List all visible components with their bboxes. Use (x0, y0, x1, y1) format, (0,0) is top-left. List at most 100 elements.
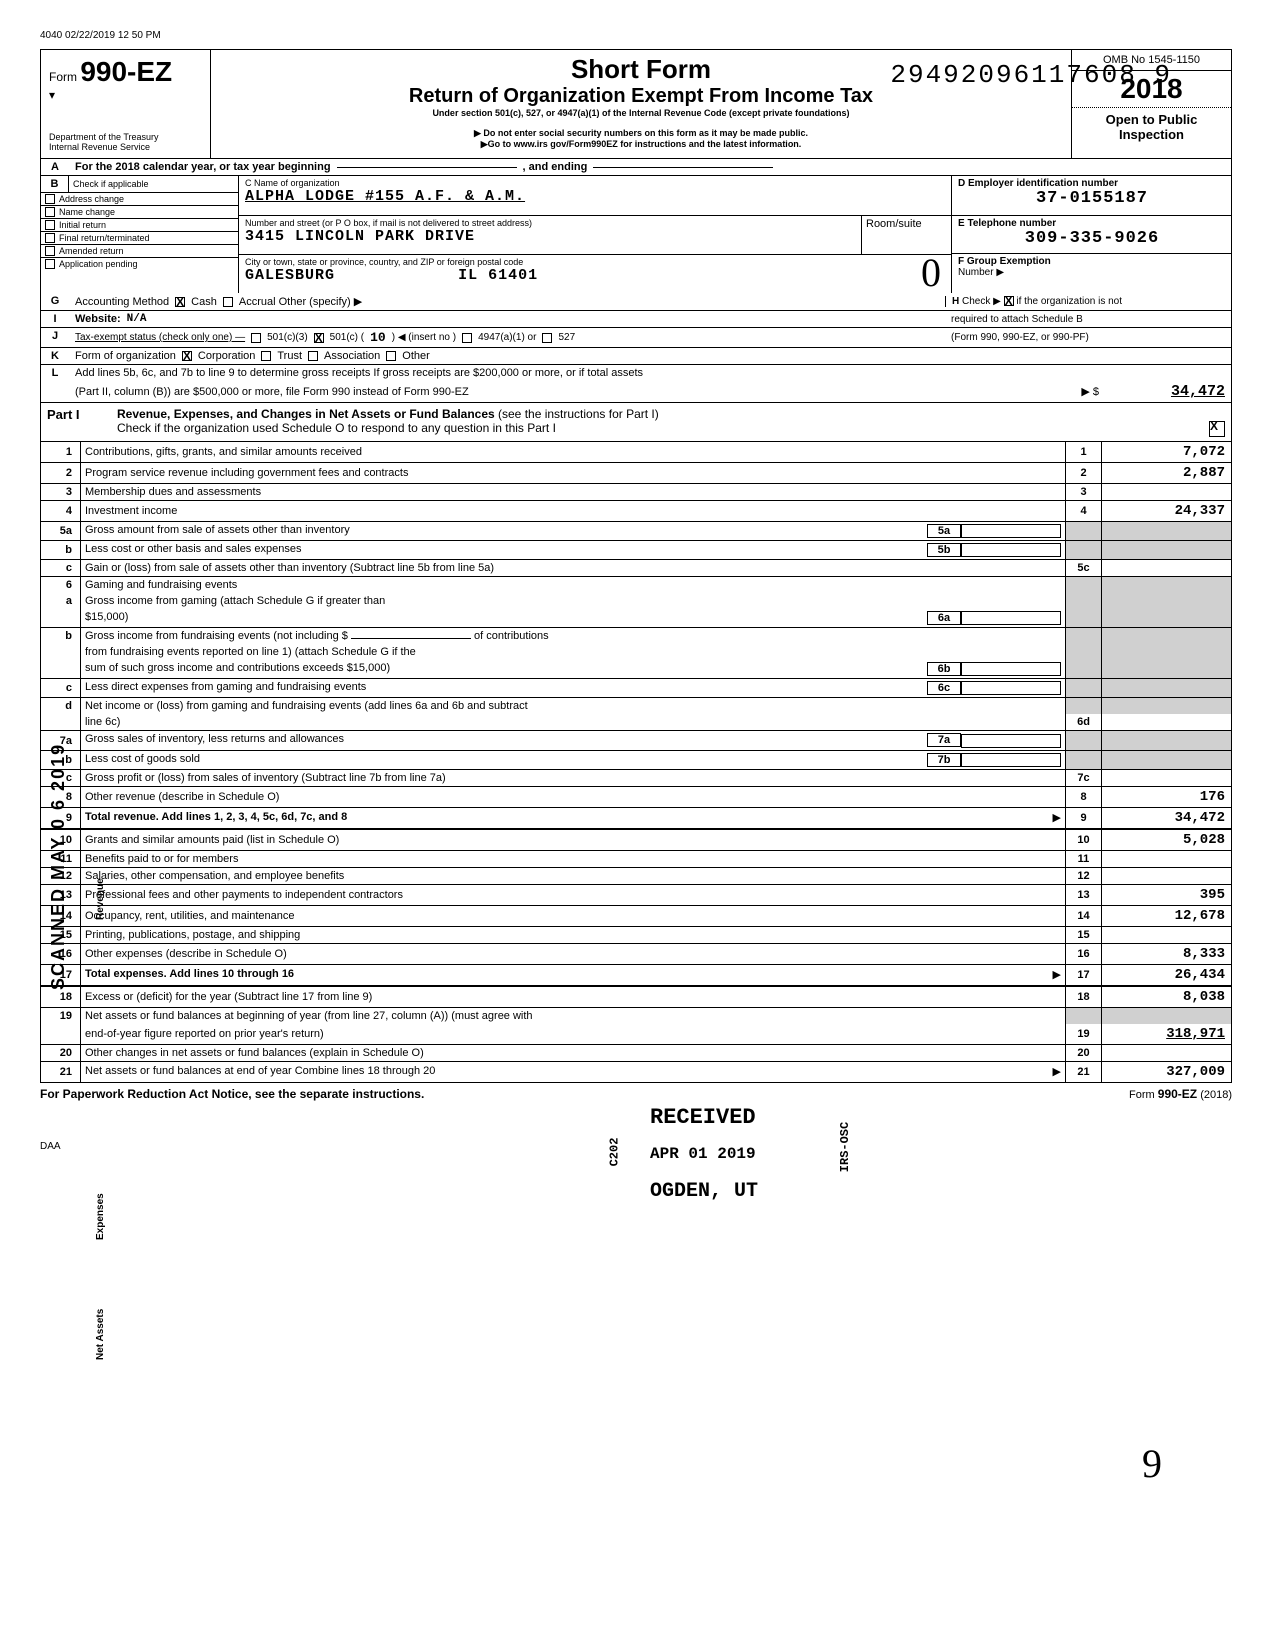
stamp-date: APR 01 2019 (650, 1145, 756, 1163)
checkbox-assoc[interactable] (308, 351, 318, 361)
line-8-desc: Other revenue (describe in Schedule O) (81, 786, 1066, 807)
row-I-text: Website: (75, 313, 121, 325)
line-14-desc: Occupancy, rent, utilities, and maintena… (81, 905, 1066, 926)
part-1-title2: (see the instructions for Part I) (498, 407, 659, 421)
checkbox-4947[interactable] (462, 333, 472, 343)
line-18-desc: Excess or (deficit) for the year (Subtra… (81, 986, 1066, 1008)
checkbox-accrual[interactable] (223, 297, 233, 307)
org-city: GALESBURG (245, 267, 335, 284)
checkbox-name-change[interactable] (45, 207, 55, 217)
checkbox-app-pending[interactable] (45, 259, 55, 269)
row-L-label: L (41, 365, 69, 381)
check-app-pending: Application pending (59, 259, 138, 269)
checkbox-H[interactable] (1004, 296, 1014, 306)
form-label: Form 990-EZ (49, 56, 202, 88)
line-19-desc2: end-of-year figure reported on prior yea… (81, 1024, 1066, 1045)
line-15-desc: Printing, publications, postage, and shi… (81, 926, 1066, 943)
checkbox-address-change[interactable] (45, 194, 55, 204)
row-I-label: I (41, 311, 69, 327)
footer-daa: DAA (40, 1141, 1232, 1152)
line-3-desc: Membership dues and assessments (81, 484, 1066, 501)
row-L-text2: (Part II, column (B)) are $500,000 or mo… (75, 386, 469, 398)
line-5c-desc: Gain or (loss) from sale of assets other… (81, 560, 1066, 577)
label-cash: Cash (191, 296, 217, 308)
checkbox-corp[interactable] (182, 351, 192, 361)
line-6b-desc4: sum of such gross income and contributio… (81, 660, 1066, 679)
line-4-amt: 24,337 (1102, 501, 1232, 522)
checkbox-final-return[interactable] (45, 233, 55, 243)
scanned-stamp: SCANNED MAY 0 6 2019 (48, 743, 69, 990)
checkbox-initial-return[interactable] (45, 220, 55, 230)
line-21-amt: 327,009 (1102, 1061, 1232, 1082)
dln-number: 29492096117608 9 (890, 60, 1172, 90)
501c-number: 10 (370, 330, 386, 345)
line-21-desc: Net assets or fund balances at end of ye… (81, 1061, 1066, 1082)
line-6d-desc: Net income or (loss) from gaming and fun… (81, 698, 1066, 715)
down-arrow-icon: ▾ (49, 88, 202, 102)
title-sub: Under section 501(c), 527, or 4947(a)(1)… (219, 108, 1063, 118)
label-E-phone: E Telephone number (958, 218, 1056, 229)
line-6b-desc: Gross income from fundraising events (no… (81, 628, 1066, 645)
website-value: N/A (127, 313, 147, 325)
row-J-label: J (41, 328, 69, 347)
phone: 309-335-9026 (958, 229, 1226, 248)
check-name-change: Name change (59, 207, 115, 217)
line-11-desc: Benefits paid to or for members (81, 850, 1066, 867)
section-net-assets: Net Assets (95, 1309, 106, 1360)
line-6d-amt (1102, 714, 1232, 731)
label-F-group: F Group Exemption (958, 256, 1051, 267)
label-501c: 501(c) ( (330, 332, 364, 343)
checkbox-527[interactable] (542, 333, 552, 343)
line-13-desc: Professional fees and other payments to … (81, 884, 1066, 905)
checkbox-cash[interactable] (175, 297, 185, 307)
label-4947: 4947(a)(1) or (478, 332, 536, 343)
check-if-applicable: Check if applicable (69, 176, 238, 193)
row-K-label: K (41, 348, 69, 364)
check-final-return: Final return/terminated (59, 233, 150, 243)
label-address: Number and street (or P O box, if mail i… (245, 218, 855, 228)
row-G-label: G (41, 293, 69, 310)
section-revenue: Revenue (95, 878, 106, 920)
line-16-amt: 8,333 (1102, 943, 1232, 964)
line-17-amt: 26,434 (1102, 964, 1232, 986)
line-2-desc: Program service revenue including govern… (81, 463, 1066, 484)
row-H-text4: (Form 990, 990-EZ, or 990-PF) (945, 332, 1225, 343)
check-initial-return: Initial return (59, 220, 106, 230)
row-K-text: Form of organization (75, 350, 176, 362)
checkbox-trust[interactable] (261, 351, 271, 361)
dept-treasury: Department of the Treasury (49, 132, 202, 142)
line-8-amt: 176 (1102, 786, 1232, 807)
line-7c-desc: Gross profit or (loss) from sales of inv… (81, 769, 1066, 786)
stamp-c202: C202 (607, 1138, 621, 1167)
checkbox-schedule-o[interactable] (1209, 421, 1225, 437)
line-10-amt: 5,028 (1102, 829, 1232, 851)
checkbox-other[interactable] (386, 351, 396, 361)
label-527: 527 (558, 332, 575, 343)
row-H-text3: required to attach Schedule B (945, 314, 1225, 325)
checkbox-amended[interactable] (45, 246, 55, 256)
check-address-change: Address change (59, 194, 124, 204)
checkbox-501c3[interactable] (251, 333, 261, 343)
row-J-text: Tax-exempt status (check only one) — (75, 332, 245, 343)
row-H-text2: if the organization is not (1016, 296, 1122, 307)
checkbox-501c[interactable] (314, 333, 324, 343)
label-accrual: Accrual Other (specify) ▶ (239, 295, 362, 308)
row-H-check: Check ▶ (962, 296, 1001, 307)
note-ssn: ▶ Do not enter social security numbers o… (219, 128, 1063, 139)
line-4-desc: Investment income (81, 501, 1066, 522)
line-7b-desc: Less cost of goods sold7b (81, 750, 1066, 769)
label-F-number: Number ▶ (958, 267, 1004, 278)
line-18-amt: 8,038 (1102, 986, 1232, 1008)
row-L-text: Add lines 5b, 6c, and 7b to line 9 to de… (69, 365, 1231, 381)
line-7a-desc: Gross sales of inventory, less returns a… (81, 731, 1066, 750)
footer-form: Form 990-EZ (2018) (1129, 1087, 1232, 1101)
line-9-desc: Total revenue. Add lines 1, 2, 3, 4, 5c,… (81, 807, 1066, 829)
stamp-received: RECEIVED (650, 1105, 756, 1130)
line-6-desc: Gaming and fundraising events (81, 577, 1066, 594)
line-10-desc: Grants and similar amounts paid (list in… (81, 829, 1066, 851)
note-url: ▶Go to www.irs gov/Form990EZ for instruc… (219, 139, 1063, 150)
line-19-desc: Net assets or fund balances at beginning… (81, 1007, 1066, 1024)
line-6b-desc3: from fundraising events reported on line… (81, 644, 1066, 660)
line-1-desc: Contributions, gifts, grants, and simila… (81, 442, 1066, 463)
line-3-amt (1102, 484, 1232, 501)
